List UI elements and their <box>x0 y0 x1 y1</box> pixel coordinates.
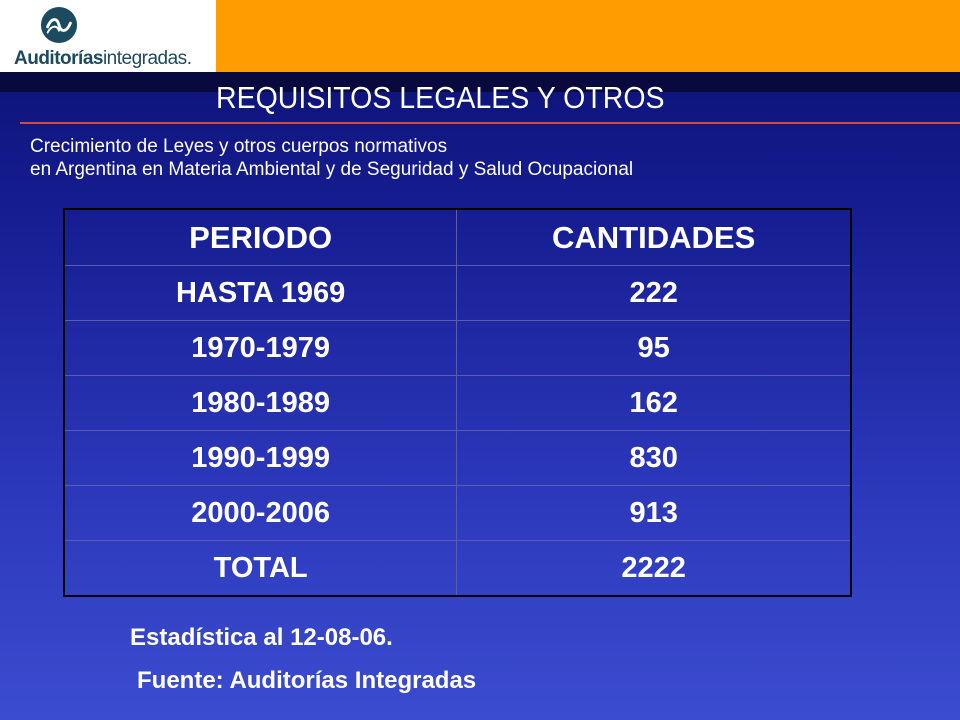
cell-cantidad: 830 <box>456 430 852 486</box>
header-bar: Auditoríasintegradas. <box>0 0 960 72</box>
logo-wordmark: Auditoríasintegradas. <box>14 48 192 70</box>
table-total-row: TOTAL 2222 <box>63 540 852 597</box>
table-row: 1990-1999 830 <box>63 430 852 486</box>
logo: Auditoríasintegradas. <box>0 0 216 72</box>
logo-mark-icon <box>40 6 78 44</box>
cell-cantidad: 162 <box>456 375 852 431</box>
table-header-row: PERIODO CANTIDADES <box>63 208 852 266</box>
header-cantidades: CANTIDADES <box>456 208 852 266</box>
logo-brand-light: integradas <box>102 48 187 69</box>
header-periodo: PERIODO <box>63 208 458 266</box>
cell-cantidad: 222 <box>456 265 852 321</box>
cell-total-value: 2222 <box>456 540 852 597</box>
table-row: HASTA 1969 222 <box>63 265 852 321</box>
footer-source: Fuente: Auditorías Integradas <box>137 667 477 694</box>
logo-brand-dot: . <box>186 48 192 69</box>
page-title: REQUISITOS LEGALES Y OTROS <box>216 80 665 115</box>
cell-periodo: HASTA 1969 <box>63 265 458 321</box>
cell-periodo: 1990-1999 <box>63 430 458 486</box>
cell-periodo: 1980-1989 <box>63 375 458 431</box>
header-accent-band <box>216 0 960 72</box>
statistics-table: PERIODO CANTIDADES HASTA 1969 222 1970-1… <box>63 208 852 597</box>
cell-periodo: 2000-2006 <box>63 485 458 541</box>
footer-stat-date: Estadística al 12-08-06. <box>130 624 393 651</box>
title-divider <box>20 122 960 124</box>
table-row: 1970-1979 95 <box>63 320 852 376</box>
table-row: 1980-1989 162 <box>63 375 852 431</box>
cell-cantidad: 95 <box>456 320 852 376</box>
cell-cantidad: 913 <box>456 485 852 541</box>
cell-periodo: 1970-1979 <box>63 320 458 376</box>
header-dark-strip <box>0 72 960 92</box>
logo-brand-bold: Auditorías <box>14 48 103 69</box>
table-row: 2000-2006 913 <box>63 485 852 541</box>
subtitle-line-1: Crecimiento de Leyes y otros cuerpos nor… <box>30 136 448 157</box>
subtitle-line-2: en Argentina en Materia Ambiental y de S… <box>30 159 634 180</box>
subtitle: Crecimiento de Leyes y otros cuerpos nor… <box>30 135 633 181</box>
cell-total-label: TOTAL <box>63 540 458 597</box>
